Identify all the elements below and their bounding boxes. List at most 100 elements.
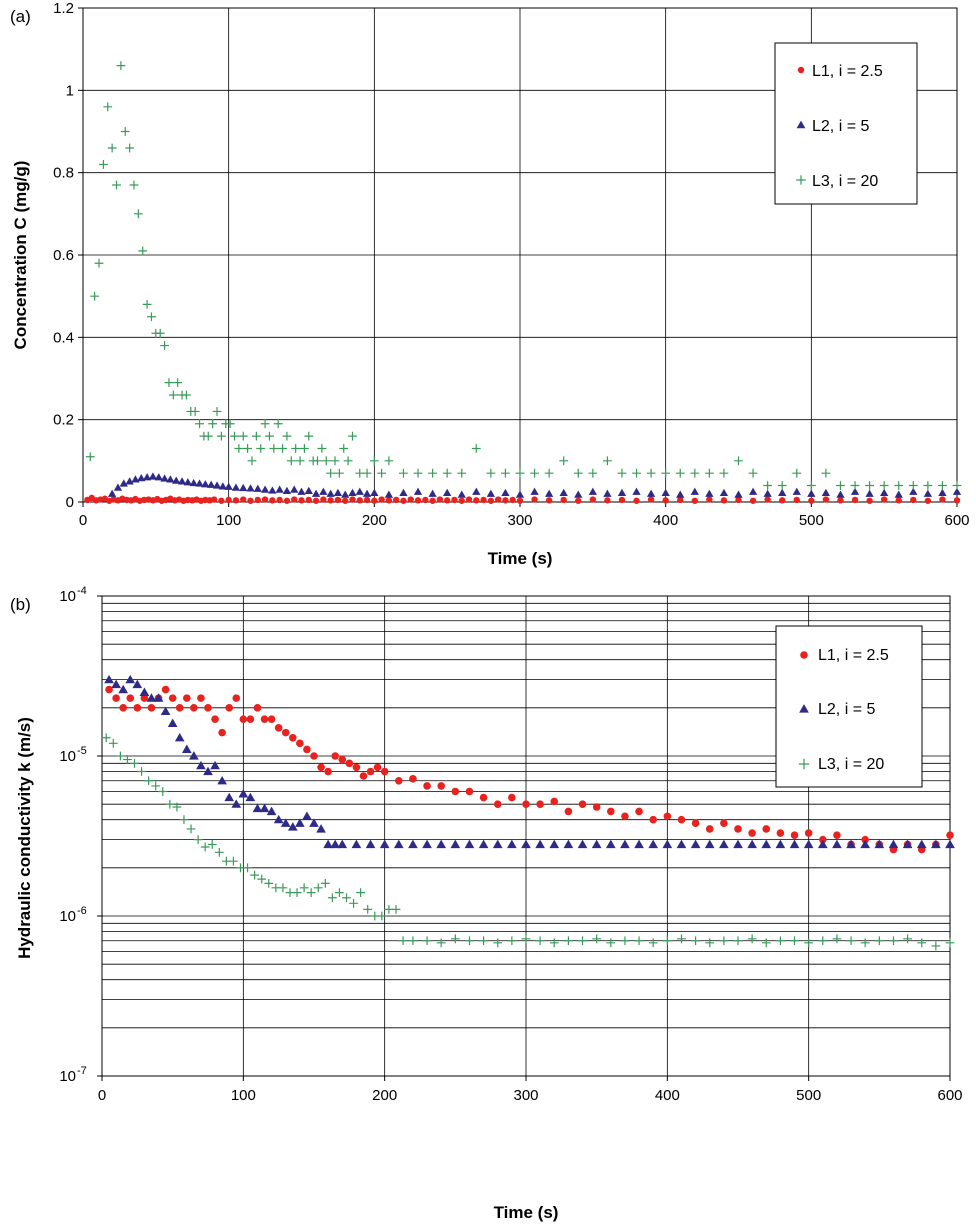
panel-a-point-l2 [676, 490, 685, 498]
panel-b-point-l2 [888, 839, 899, 849]
panel-b-point-l3 [377, 911, 387, 921]
panel-b-point-l1 [720, 819, 728, 828]
panel-b-point-l1 [281, 728, 290, 737]
panel-b-point-l3 [479, 936, 488, 946]
panel-a-point-l3 [530, 468, 539, 478]
panel-a-x-tick-label: 500 [799, 512, 824, 529]
panel-a-point-l2 [923, 489, 933, 497]
panel-a-point-l3 [763, 481, 773, 490]
panel-a-point-l3 [90, 291, 100, 301]
panel-a-point-l3 [203, 431, 213, 441]
panel-b-point-l1 [175, 704, 184, 712]
panel-a-point-l2 [231, 483, 241, 491]
panel-b-point-l1 [493, 800, 502, 808]
panel-b-point-l1 [649, 815, 657, 824]
panel-a-point-l3 [501, 468, 510, 478]
panel-a-point-l2 [148, 472, 158, 480]
panel-b-point-l1 [211, 715, 219, 723]
panel-a-point-l1 [312, 497, 320, 504]
panel-b-point-l1 [621, 812, 629, 821]
panel-a-y-axis-label: Concentration C (mg/g) [11, 161, 30, 350]
panel-a-point-l2 [189, 478, 198, 487]
panel-a-point-l2 [282, 486, 292, 494]
panel-b-point-l3 [931, 941, 941, 951]
panel-b-point-l1 [465, 787, 474, 796]
panel-b-point-l2 [450, 839, 461, 849]
panel-a-point-l3 [98, 160, 108, 169]
panel-a-point-l1 [356, 497, 363, 504]
panel-b-point-l2 [634, 839, 644, 849]
panel-a-legend-markers [796, 66, 806, 185]
panel-b-point-l1 [734, 825, 742, 833]
panel-a-point-l1 [604, 497, 611, 504]
panel-a-point-l3 [348, 431, 357, 441]
panel-a-point-l3 [278, 444, 287, 453]
panel-a-point-l2 [865, 489, 874, 497]
panel-b-x-tick-label: 100 [231, 1087, 256, 1104]
panel-a-y-tick-label: 0.4 [53, 329, 74, 346]
panel-a-point-l3 [661, 468, 671, 478]
panel-a-legend-marker-l1 [797, 66, 805, 74]
panel-b-point-l2 [478, 839, 489, 849]
panel-a-point-l2 [172, 476, 181, 484]
panel-b-point-l3 [719, 936, 729, 946]
panel-b-point-l3 [342, 893, 351, 903]
panel-b-point-l1 [366, 767, 375, 776]
panel-a-point-l1 [276, 496, 283, 504]
panel-a-point-l3 [147, 312, 156, 322]
panel-a-point-l3 [321, 456, 331, 466]
panel-a-point-l1 [371, 497, 378, 504]
panel-a-point-l3 [291, 444, 301, 453]
panel-a-point-l3 [168, 390, 178, 400]
panel-a-point-l2 [260, 485, 270, 493]
panel-a-point-l3 [836, 481, 845, 490]
panel-a-legend-marker-l2 [796, 120, 806, 129]
panel-a-point-l1 [633, 497, 640, 504]
panel-a-point-l3 [155, 328, 165, 338]
panel-a-x-axis-label: Time (s) [488, 549, 553, 568]
panel-a-legend-l2: L2, i = 5 [812, 118, 869, 135]
panel-b-point-l1 [267, 715, 276, 723]
panel-b-y-tick-exponent: -7 [77, 1065, 87, 1077]
panel-a-point-l3 [300, 444, 309, 453]
panel-b-point-l3 [179, 815, 189, 825]
panel-a-point-l3 [413, 468, 423, 478]
panel-a-point-l1 [516, 497, 524, 504]
panel-b-point-l2 [860, 839, 871, 849]
panel-a-point-l3 [690, 468, 700, 478]
panel-b-point-l2 [563, 839, 574, 849]
panel-a-point-l1 [254, 496, 261, 504]
panel-a-point-l3 [243, 444, 253, 453]
panel-b-point-l2 [217, 775, 227, 785]
panel-b-point-l2 [874, 839, 885, 849]
panel-b-point-l3 [306, 888, 316, 898]
panel-b-point-l1 [663, 812, 672, 821]
panel-b-point-l1 [804, 829, 813, 837]
panel-b-point-l1 [161, 685, 170, 694]
panel-a-point-l3 [908, 481, 918, 490]
panel-a-point-l3 [238, 431, 248, 441]
panel-b-x-tick-label: 500 [796, 1087, 821, 1104]
panel-b-point-l2 [945, 839, 955, 849]
panel-b-point-l1 [303, 745, 311, 754]
panel-a-point-l2 [326, 489, 335, 497]
panel-a-y-tick-label: 1 [66, 82, 74, 99]
panel-b-point-l1 [748, 829, 756, 837]
panel-b-point-l3 [335, 888, 344, 898]
panel-a-point-l1 [880, 496, 888, 503]
panel-a-point-l1 [924, 497, 932, 504]
panel-a-point-l1 [851, 496, 859, 504]
panel-a-point-l2 [880, 488, 889, 497]
panel-b-point-l1 [119, 704, 127, 712]
panel-b-point-l2 [577, 839, 588, 849]
panel-b-point-l2 [125, 674, 136, 684]
panel-b-point-l2 [302, 811, 312, 820]
panel-b-point-l2 [605, 839, 616, 849]
panel-b-point-l2 [620, 839, 630, 849]
panel-a-point-l1 [910, 496, 917, 504]
panel-b-point-l3 [945, 938, 955, 948]
panel-a-point-l1 [363, 496, 371, 504]
panel-b-point-l3 [564, 936, 573, 946]
panel-a-point-l3 [295, 456, 305, 466]
panel-a-point-l3 [94, 258, 104, 268]
